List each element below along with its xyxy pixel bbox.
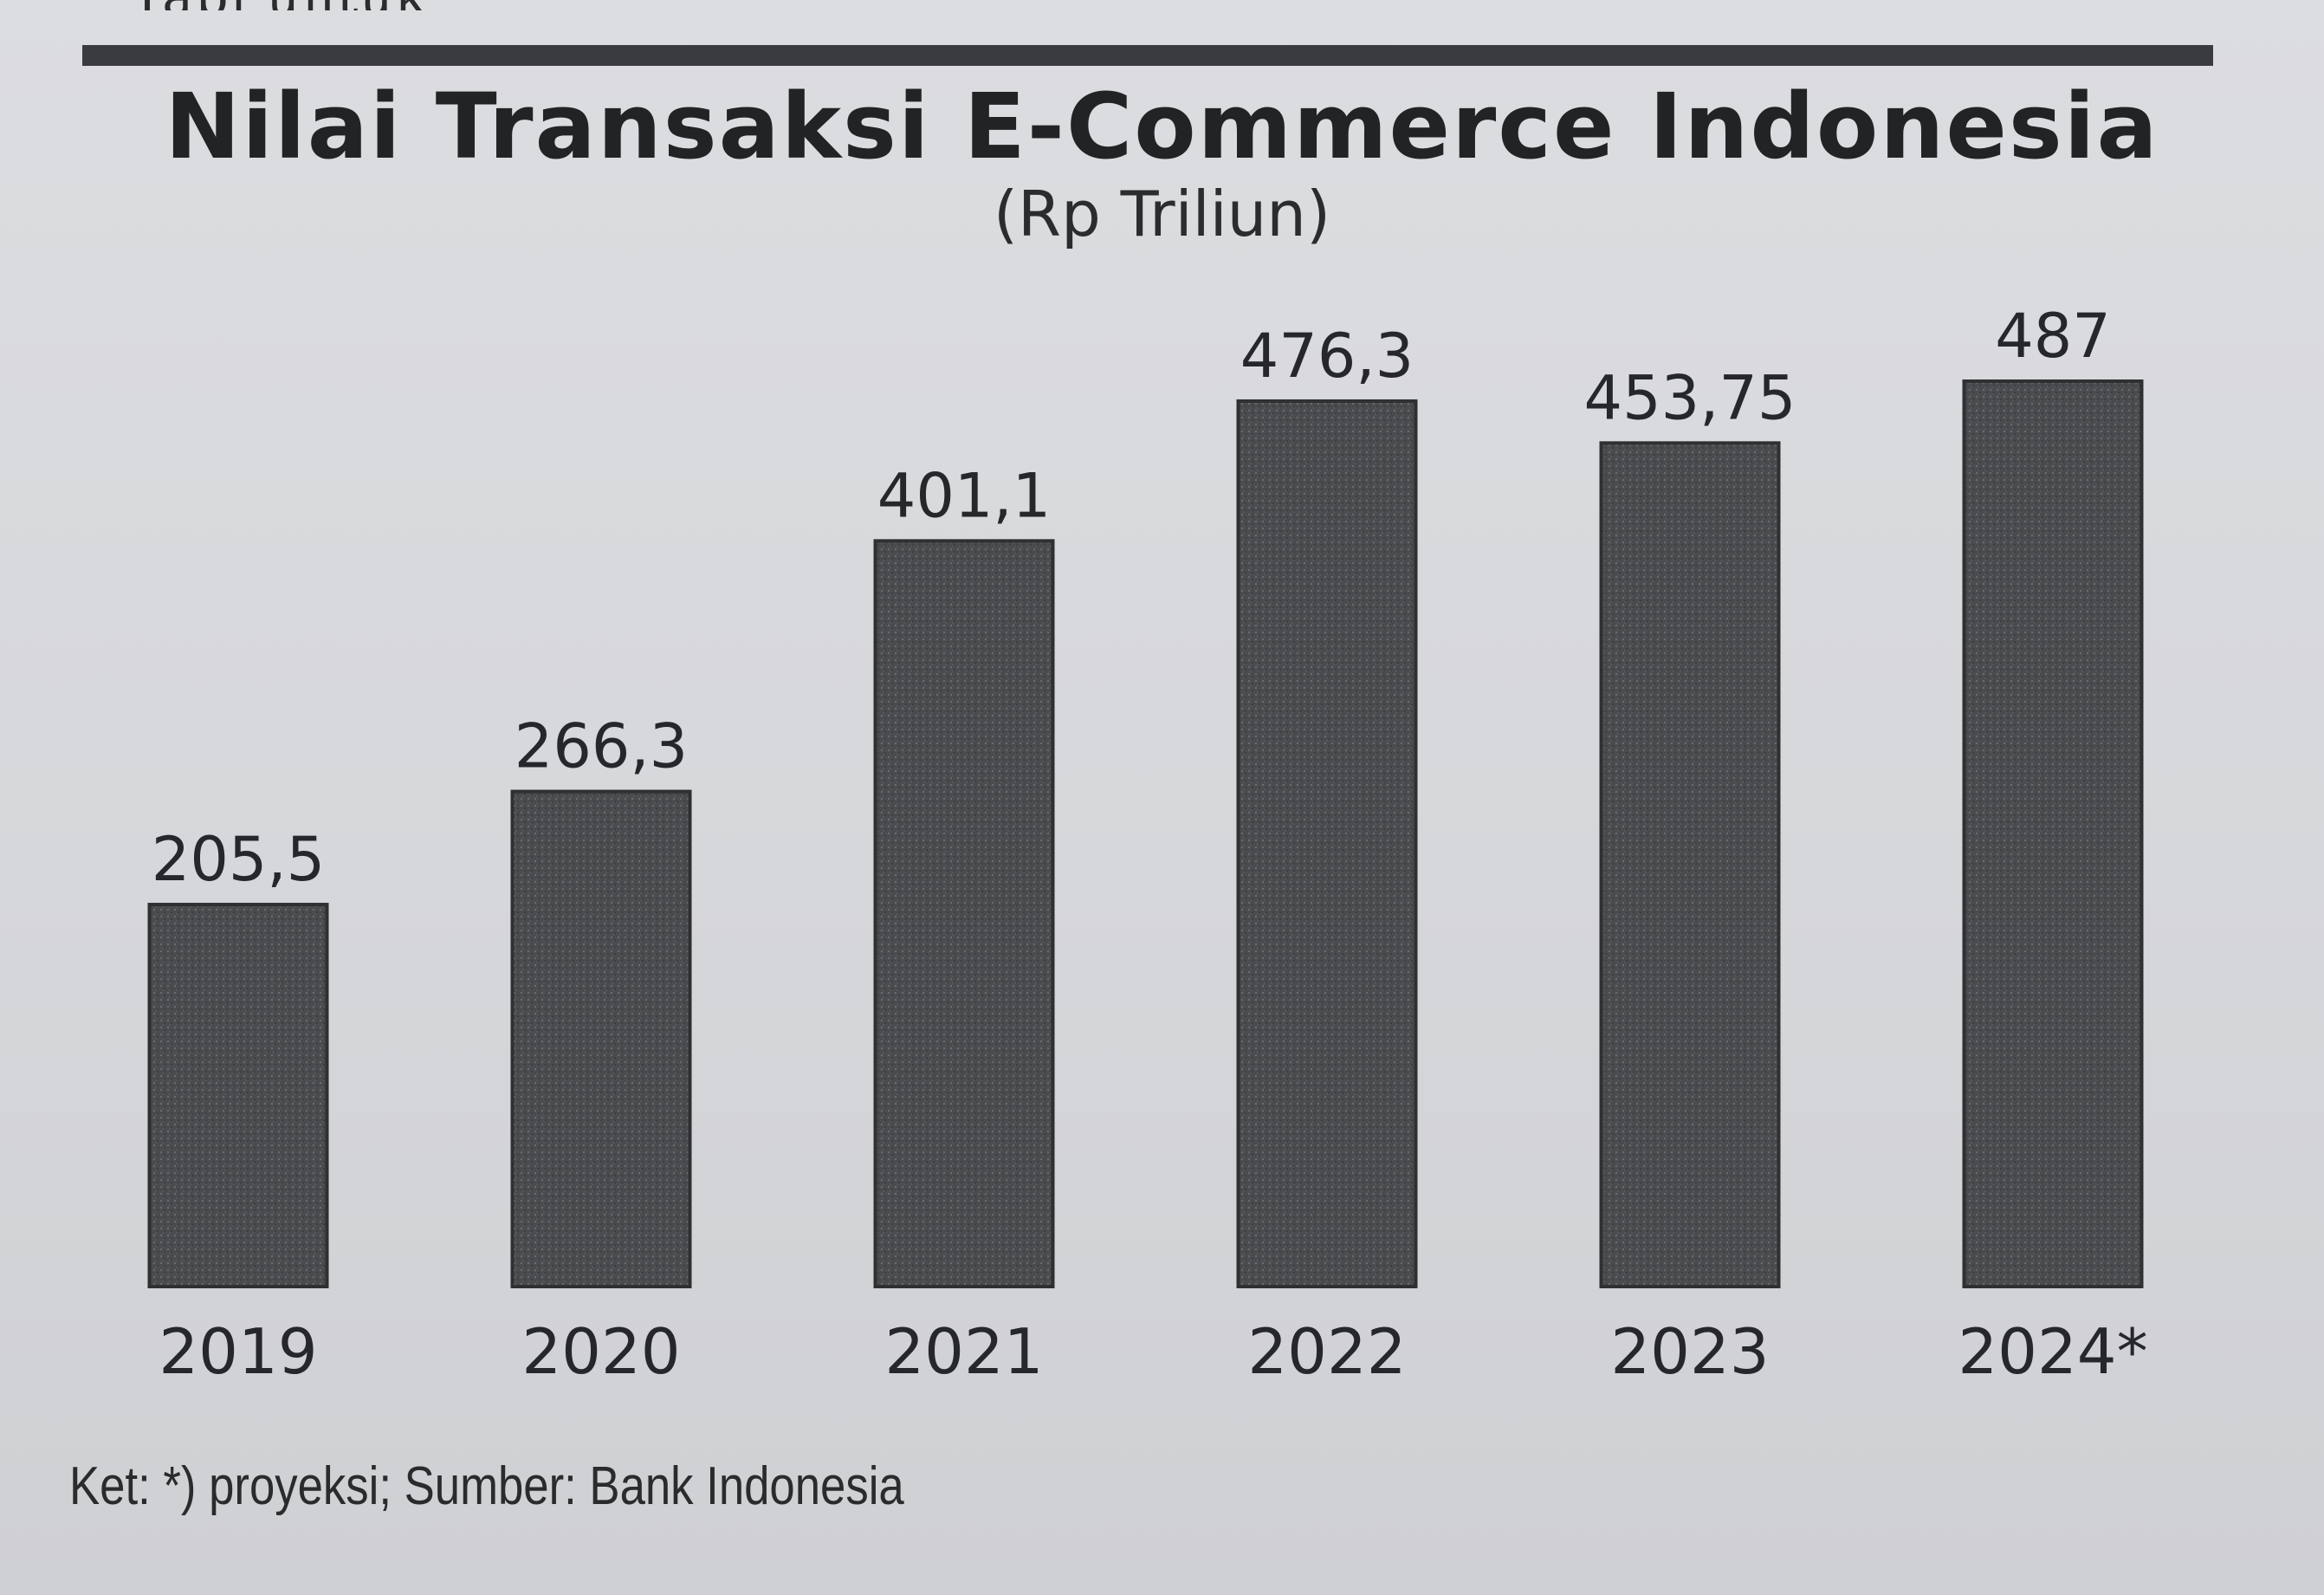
- bar-2020: [510, 789, 692, 1288]
- source-footnote: Ket: *) proyeksi; Sumber: Bank Indonesia: [69, 1456, 904, 1516]
- category-label-2019: 2019: [159, 1315, 317, 1388]
- value-label-2023: 453,75: [1584, 362, 1796, 433]
- chart-title: Nilai Transaksi E-Commerce Indonesia: [165, 74, 2159, 179]
- value-label-2020: 266,3: [515, 711, 688, 782]
- bar-2023: [1599, 441, 1781, 1288]
- category-label-2021: 2021: [884, 1315, 1043, 1388]
- category-label-2024: 2024*: [1958, 1315, 2147, 1388]
- cut-off-text: Tapi untuk: [130, 0, 1343, 10]
- value-label-2019: 205,5: [152, 824, 325, 895]
- category-label-2020: 2020: [521, 1315, 680, 1388]
- value-label-2022: 476,3: [1240, 321, 1414, 392]
- category-label-2022: 2022: [1247, 1315, 1406, 1388]
- bar-2024: [1962, 379, 2144, 1288]
- value-label-2024: 487: [1995, 301, 2111, 372]
- bar-2021: [873, 539, 1055, 1288]
- category-label-2023: 2023: [1610, 1315, 1769, 1388]
- chart-subtitle: (Rp Triliun): [993, 178, 1331, 250]
- header-rule: [82, 45, 2213, 66]
- value-label-2021: 401,1: [877, 460, 1051, 531]
- bar-2022: [1236, 399, 1418, 1288]
- bar-2019: [147, 903, 329, 1288]
